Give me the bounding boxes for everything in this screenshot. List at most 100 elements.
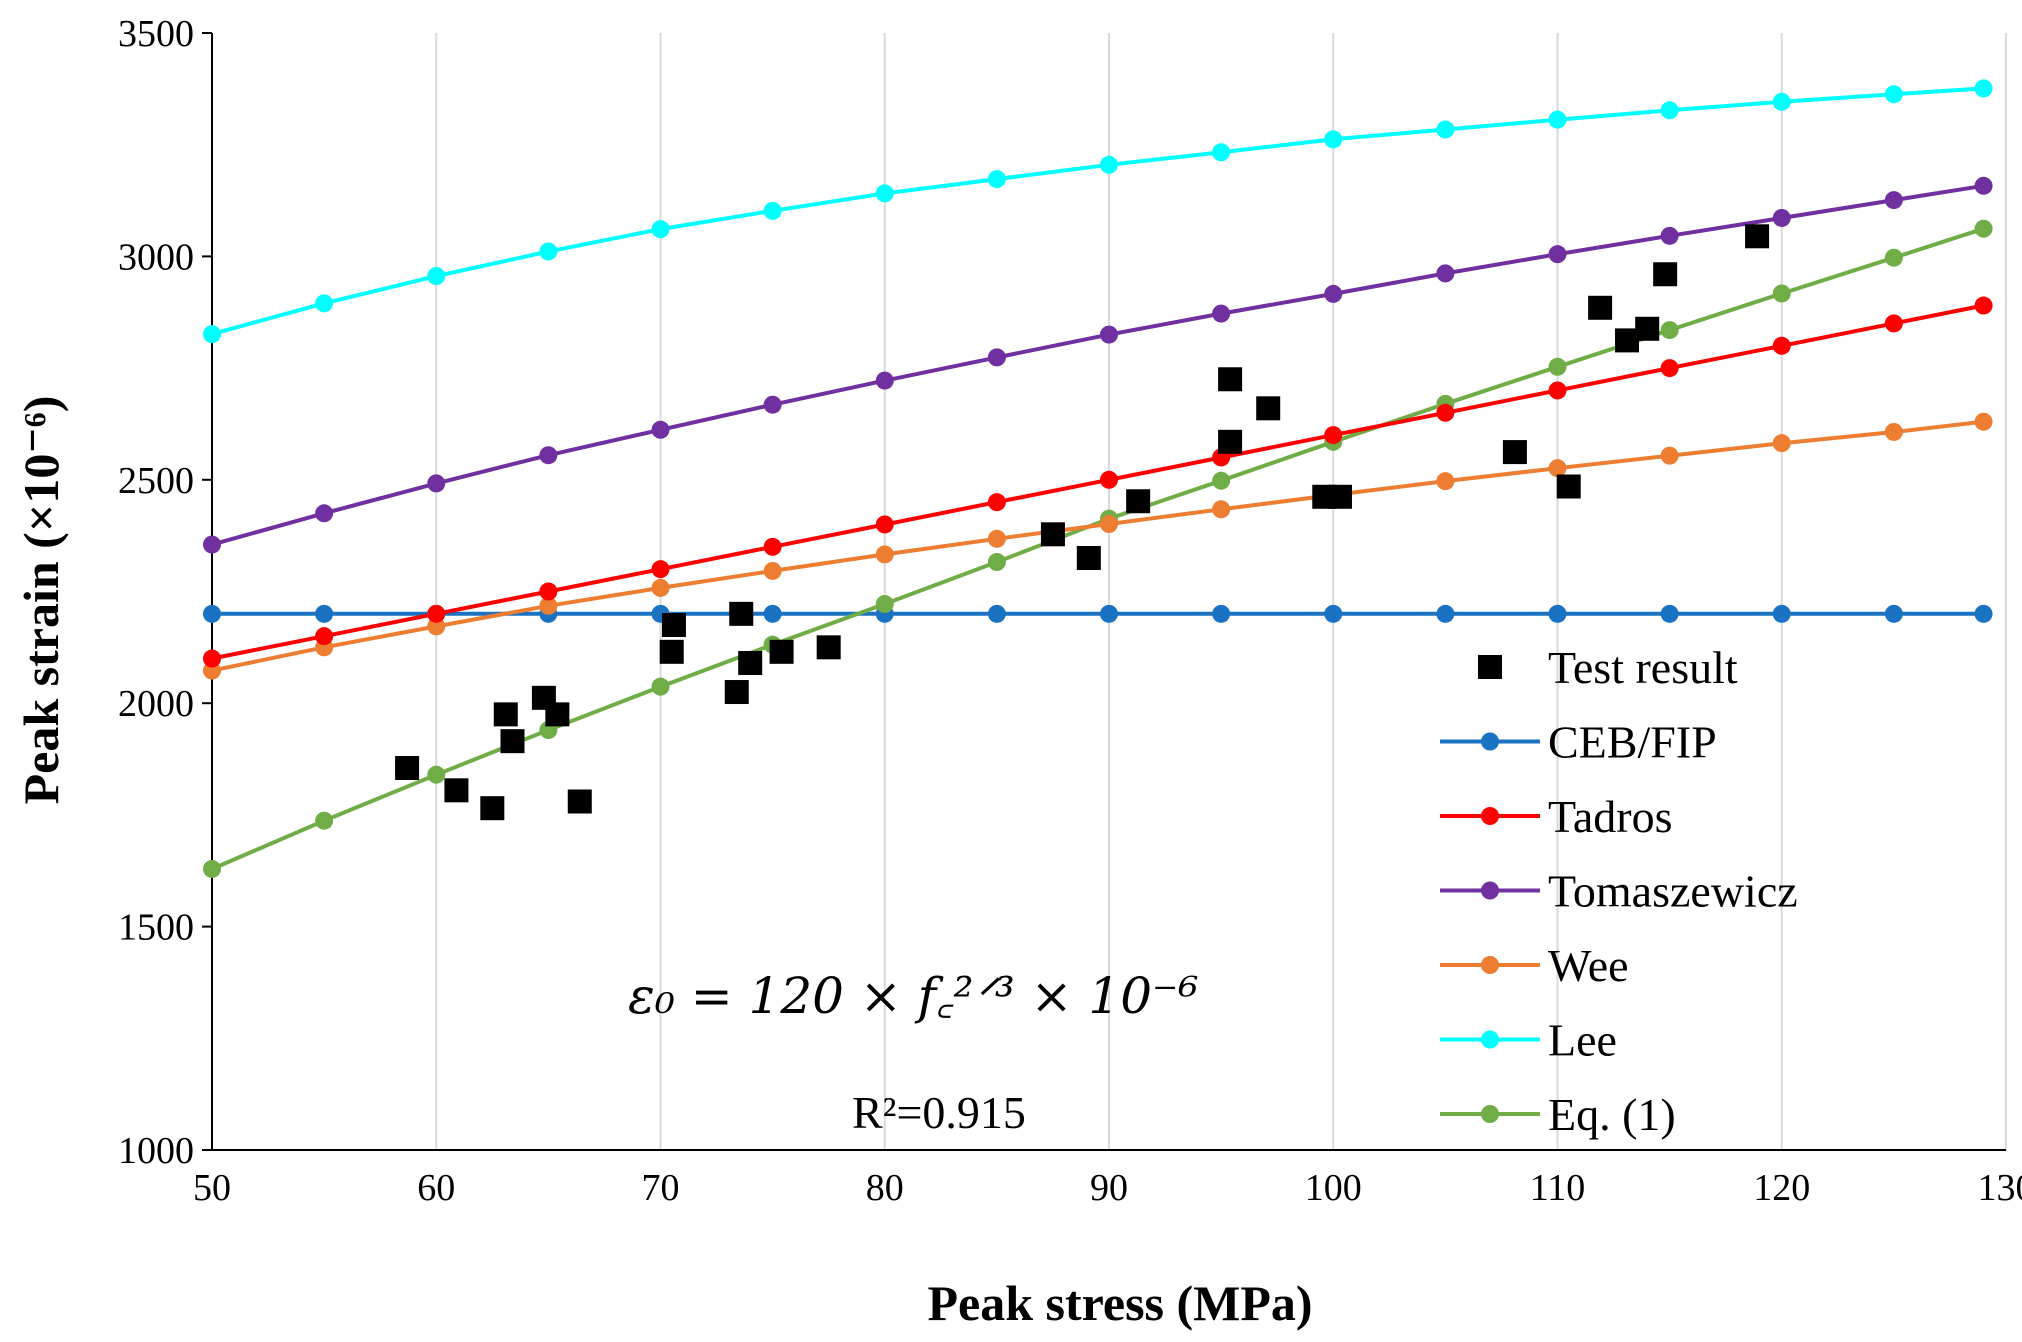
legend-label-tomaszewicz: Tomaszewicz [1548, 866, 1798, 917]
test-result-layer [395, 224, 1770, 821]
point-tomaszewicz-60 [427, 474, 446, 493]
point-tadros-55 [315, 627, 334, 646]
test-result-point-7 [545, 702, 570, 727]
point-ceb-fip-125 [1884, 604, 1903, 623]
y-tick-label-3500: 3500 [118, 13, 194, 55]
point-ceb-fip-129 [1974, 604, 1993, 623]
point-lee-55 [315, 294, 334, 313]
point-tadros-65 [539, 582, 558, 601]
point-ceb-fip-120 [1772, 604, 1791, 623]
test-result-point-25 [1556, 474, 1581, 499]
test-result-point-10 [661, 613, 686, 638]
legend-marker-tomaszewicz [1481, 881, 1499, 900]
legend-item-wee: Wee [1440, 940, 1629, 991]
point-tomaszewicz-65 [539, 446, 558, 465]
test-result-point-11 [724, 680, 749, 705]
point-tomaszewicz-129 [1974, 176, 1993, 195]
point-eq-1-70 [651, 677, 670, 696]
test-result-point-14 [769, 639, 794, 664]
point-lee-50 [203, 325, 221, 344]
point-lee-80 [875, 184, 894, 203]
legend-item-test-result: Test result [1478, 642, 1738, 693]
test-result-point-17 [1076, 545, 1101, 570]
legend-marker-tadros [1481, 807, 1499, 825]
point-ceb-fip-95 [1212, 604, 1231, 623]
legend-marker-wee [1481, 956, 1499, 974]
test-result-point-26 [1588, 295, 1613, 320]
x-tick-label-50: 50 [193, 1167, 231, 1209]
point-ceb-fip-110 [1548, 604, 1567, 623]
point-ceb-fip-105 [1436, 604, 1455, 623]
point-lee-105 [1436, 120, 1455, 139]
legend-item-lee: Lee [1440, 1015, 1617, 1066]
point-tadros-80 [875, 515, 894, 534]
point-lee-100 [1324, 130, 1343, 149]
point-wee-60 [427, 617, 446, 636]
y-tick-label-1500: 1500 [118, 907, 194, 949]
r-squared-annotation: R²=0.915 [852, 1087, 1026, 1138]
point-eq-1-125 [1884, 248, 1903, 267]
point-tadros-110 [1548, 381, 1567, 400]
point-tomaszewicz-100 [1324, 284, 1343, 303]
x-tick-label-110: 110 [1530, 1167, 1586, 1209]
test-result-point-23 [1327, 484, 1352, 509]
point-tadros-120 [1772, 336, 1791, 355]
point-tomaszewicz-105 [1436, 264, 1455, 283]
point-lee-120 [1772, 92, 1791, 111]
x-tick-label-120: 120 [1753, 1167, 1810, 1209]
test-result-point-20 [1218, 429, 1243, 454]
y-axis-title: Peak strain (×10⁻⁶) [13, 396, 69, 805]
point-tadros-75 [763, 537, 782, 556]
series-lee [203, 79, 1993, 344]
point-ceb-fip-50 [203, 604, 221, 623]
test-result-point-21 [1256, 396, 1281, 421]
point-tadros-129 [1974, 296, 1993, 315]
point-eq-1-60 [427, 765, 446, 784]
point-tomaszewicz-50 [203, 535, 221, 554]
legend-item-ceb-fip: CEB/FIP [1440, 717, 1717, 768]
point-wee-110 [1548, 459, 1567, 478]
point-wee-75 [763, 561, 782, 580]
point-wee-105 [1436, 472, 1455, 491]
y-tick-label-1000: 1000 [118, 1130, 194, 1172]
point-eq-1-120 [1772, 284, 1791, 303]
point-ceb-fip-90 [1100, 604, 1118, 623]
point-ceb-fip-100 [1324, 604, 1343, 623]
point-wee-115 [1660, 446, 1679, 465]
legend-label-eq-1: Eq. (1) [1548, 1089, 1676, 1140]
test-result-point-27 [1615, 328, 1640, 353]
x-axis-title: Peak stress (MPa) [927, 1275, 1312, 1331]
point-tomaszewicz-85 [987, 348, 1006, 367]
test-result-point-4 [493, 702, 518, 727]
point-lee-110 [1548, 110, 1567, 129]
point-wee-80 [875, 545, 894, 564]
point-eq-1-85 [987, 553, 1006, 572]
point-eq-1-80 [875, 595, 894, 614]
point-eq-1-115 [1660, 321, 1679, 340]
x-tick-label-60: 60 [417, 1167, 455, 1209]
point-tadros-90 [1100, 470, 1118, 489]
series-tomaszewicz [203, 176, 1993, 554]
x-tick-label-100: 100 [1305, 1167, 1362, 1209]
point-tomaszewicz-120 [1772, 208, 1791, 227]
legend-label-ceb-fip: CEB/FIP [1548, 717, 1717, 768]
legend-label-lee: Lee [1548, 1015, 1617, 1066]
legend-item-eq-1: Eq. (1) [1440, 1089, 1676, 1140]
point-wee-95 [1212, 500, 1231, 519]
point-tadros-100 [1324, 426, 1343, 445]
legend-item-tomaszewicz: Tomaszewicz [1440, 866, 1798, 917]
point-tadros-60 [427, 604, 446, 623]
point-ceb-fip-55 [315, 604, 334, 623]
test-result-point-19 [1218, 367, 1243, 392]
legend-marker-ceb-fip [1481, 732, 1499, 751]
point-lee-75 [763, 201, 782, 220]
x-tick-label-130: 130 [1978, 1167, 2022, 1209]
x-tick-label-70: 70 [642, 1167, 680, 1209]
x-tick-label-80: 80 [866, 1167, 904, 1209]
point-lee-85 [987, 170, 1006, 189]
point-lee-95 [1212, 143, 1231, 162]
point-tadros-50 [203, 649, 221, 668]
point-lee-90 [1100, 155, 1118, 174]
legend-marker-eq-1 [1481, 1105, 1499, 1123]
test-result-point-12 [729, 601, 754, 626]
